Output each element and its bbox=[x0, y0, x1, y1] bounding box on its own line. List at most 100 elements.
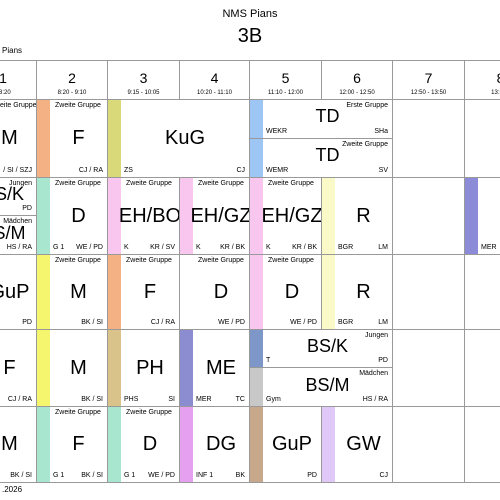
room: K bbox=[196, 244, 201, 251]
subject-text: EH/GZ bbox=[261, 204, 321, 227]
color-strip bbox=[180, 407, 193, 482]
teacher: CJ bbox=[236, 167, 245, 174]
color-strip bbox=[108, 407, 121, 482]
subject: R bbox=[335, 255, 392, 329]
period-header: 4 10:20 - 11:10 bbox=[180, 60, 250, 100]
subject-text: R bbox=[356, 280, 371, 303]
period-header: 5 11:10 - 12:00 bbox=[250, 60, 322, 100]
group-note: eite Gruppe bbox=[0, 102, 36, 109]
subject: S/K bbox=[0, 178, 36, 211]
teacher: CJ bbox=[379, 472, 388, 479]
period-time: 11:10 - 12:00 bbox=[268, 90, 303, 96]
subject: R bbox=[335, 178, 392, 254]
lesson-part: Zweite Gruppe F CJ / RA bbox=[37, 100, 107, 177]
lesson: ME MER TC bbox=[180, 330, 250, 407]
room: WEKR bbox=[266, 127, 287, 135]
color-strip bbox=[37, 407, 50, 482]
group-note: Zweite Gruppe bbox=[55, 409, 101, 416]
room: T bbox=[266, 357, 271, 364]
subject-text: F bbox=[143, 280, 157, 303]
subject-text: S/K bbox=[0, 184, 24, 204]
subject-text: GW bbox=[346, 433, 381, 455]
lesson: R BGR LM bbox=[322, 255, 393, 330]
group-note: Zweite Gruppe bbox=[55, 180, 101, 187]
lesson: Erste Gruppe TD WEKR SHa Zweite Gruppe TD WEMR… bbox=[250, 100, 393, 178]
room: BGR bbox=[338, 244, 354, 251]
color-strip bbox=[250, 100, 263, 138]
teacher: BK / SI bbox=[81, 396, 103, 403]
subject: M bbox=[0, 100, 36, 177]
teacher: KR / BK bbox=[220, 244, 245, 251]
lesson-part: PH PHS SI bbox=[108, 330, 179, 406]
empty-slot bbox=[465, 330, 500, 407]
period-number: 5 bbox=[281, 70, 290, 86]
subject-text: D bbox=[284, 280, 300, 303]
lesson-part: Jungen BS/K T PD bbox=[250, 330, 392, 368]
group-note: Mädchen bbox=[359, 370, 388, 377]
empty-slot bbox=[393, 407, 465, 483]
teacher: LM bbox=[378, 319, 388, 326]
lesson: F CJ / RA bbox=[0, 330, 37, 407]
lesson-part: M MER bbox=[465, 178, 500, 254]
lesson: M BK / SI bbox=[0, 407, 37, 483]
lesson-part: M BK / SI bbox=[37, 330, 107, 406]
teacher: WE / PD bbox=[218, 319, 245, 326]
lesson-part: R BGR LM bbox=[322, 178, 392, 254]
empty-slot bbox=[465, 255, 500, 330]
subject-text: ME bbox=[206, 356, 236, 379]
subject: M bbox=[50, 330, 107, 406]
teacher: WE / PD bbox=[148, 472, 175, 479]
group-note: Zweite Gruppe bbox=[55, 102, 101, 109]
color-strip bbox=[108, 100, 121, 177]
subject: GW bbox=[335, 407, 392, 482]
subject-text: D bbox=[71, 204, 86, 227]
room: INF 1 bbox=[196, 472, 214, 479]
subject: PH bbox=[121, 330, 179, 406]
color-strip bbox=[465, 178, 478, 254]
color-strip bbox=[250, 407, 263, 482]
subject-text: BS/K bbox=[306, 336, 349, 356]
lesson-part: Mädchen BS/M Gym HS / RA bbox=[250, 368, 392, 406]
corner-label: Pians bbox=[2, 46, 23, 55]
color-strip bbox=[108, 330, 121, 406]
teacher: WE / PD bbox=[290, 319, 317, 326]
color-strip bbox=[37, 255, 50, 329]
room: Gym bbox=[266, 396, 281, 403]
group-note: Zweite Gruppe bbox=[268, 257, 314, 264]
subject-text: GuP bbox=[0, 280, 30, 303]
subject: M bbox=[478, 178, 500, 254]
lesson-part: Zweite Gruppe D WE / PD bbox=[180, 255, 249, 329]
teacher: CJ / RA bbox=[7, 396, 32, 403]
subject: EH/GZ bbox=[261, 178, 321, 254]
lesson: Zweite Gruppe D G 1 WE / PD bbox=[108, 407, 180, 483]
room: G 1 bbox=[53, 472, 65, 479]
subject-text: M bbox=[70, 356, 87, 379]
lesson-part: Zweite Gruppe TD WEMR SV bbox=[250, 138, 392, 177]
period-number: 1 bbox=[0, 70, 7, 86]
subject-text: M bbox=[70, 280, 87, 303]
teacher: HS / RA bbox=[6, 244, 32, 251]
color-strip bbox=[108, 255, 121, 329]
period-header: 8 13:50 - bbox=[465, 60, 500, 100]
subject: BS/M bbox=[263, 368, 392, 402]
teacher: BK / SI bbox=[10, 472, 32, 479]
period-time: 12:00 - 12:50 bbox=[339, 90, 375, 96]
lesson-part: Zweite Gruppe F CJ / RA bbox=[108, 255, 179, 329]
lesson: Zweite Gruppe EH/GZ K KR / BK bbox=[180, 178, 250, 255]
teacher: SHa bbox=[374, 127, 388, 135]
teacher: BK bbox=[235, 472, 245, 479]
room: G 1 bbox=[124, 472, 136, 479]
subject-text: M bbox=[499, 205, 500, 228]
empty-slot bbox=[465, 100, 500, 178]
group-note: Zweite Gruppe bbox=[198, 257, 244, 264]
lesson: Zweite Gruppe F CJ / RA bbox=[37, 100, 108, 178]
color-strip bbox=[250, 330, 263, 367]
period-time: - 8:20 bbox=[0, 90, 11, 96]
teacher: PD bbox=[22, 319, 32, 326]
period-time: 10:20 - 11:10 bbox=[197, 90, 232, 96]
teacher: TC bbox=[235, 396, 245, 403]
lesson: R BGR LM bbox=[322, 178, 393, 255]
teacher: BK / SI bbox=[81, 319, 103, 326]
subject-text: EH/BO bbox=[118, 204, 179, 227]
